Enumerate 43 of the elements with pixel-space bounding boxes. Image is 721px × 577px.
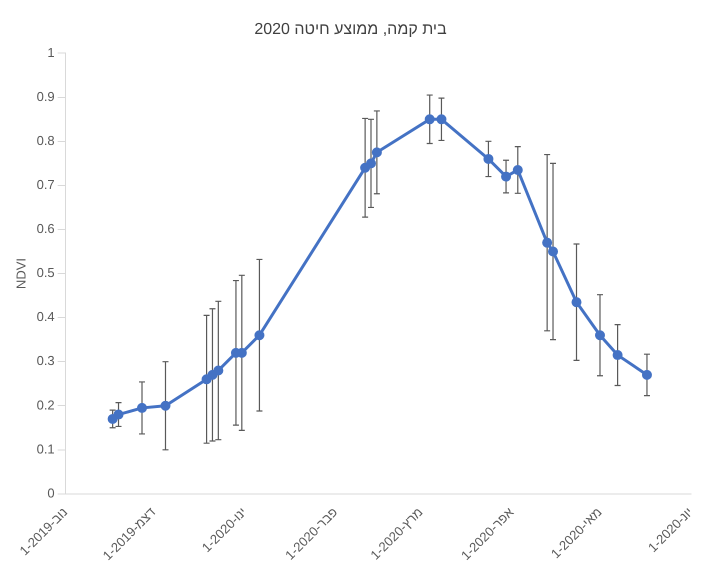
y-tick-label: 0.9 xyxy=(36,88,55,104)
y-tick-label: 0.6 xyxy=(36,221,55,236)
y-tick-label: 0 xyxy=(47,485,55,500)
point xyxy=(114,410,124,420)
point xyxy=(254,330,264,340)
y-axis-title: NDVI xyxy=(13,258,28,290)
point xyxy=(501,172,512,182)
y-tick-label: 1 xyxy=(47,44,55,60)
point xyxy=(612,350,623,360)
y-tick-label: 0.5 xyxy=(36,265,55,280)
point xyxy=(213,365,224,376)
chart-title: בית קמה, ממוצע חיטה 2020 xyxy=(254,21,448,38)
y-tick-label: 0.2 xyxy=(36,397,55,412)
point xyxy=(642,370,652,380)
point xyxy=(424,114,435,124)
y-tick-label: 0.4 xyxy=(36,309,55,324)
point xyxy=(372,147,382,158)
point xyxy=(360,162,370,173)
point xyxy=(160,400,170,411)
point xyxy=(366,158,376,168)
point xyxy=(512,164,523,175)
point xyxy=(548,246,558,256)
x-tick-label: 1-נוב-2019 xyxy=(16,504,70,558)
point xyxy=(542,238,552,248)
point xyxy=(483,154,494,164)
point xyxy=(137,402,148,413)
point xyxy=(202,374,212,384)
y-tick-label: 0.1 xyxy=(36,441,55,456)
x-tick-label: 1-פבר-2020 xyxy=(282,504,340,563)
y-tick-label: 0.7 xyxy=(36,176,55,192)
x-tick-label: 1-דצמ-2019 xyxy=(100,504,158,564)
point xyxy=(572,297,582,308)
x-tick-label: 1-יונ-2020 xyxy=(644,504,696,556)
x-tick-label: 1-מאי-2020 xyxy=(548,504,605,562)
point xyxy=(436,114,446,124)
y-tick-label: 0.3 xyxy=(36,353,55,368)
y-tick-label: 0.8 xyxy=(36,132,55,148)
x-tick-label: 1-אפר-2020 xyxy=(458,504,517,564)
point xyxy=(207,370,218,380)
x-tick-label: 1-מרץ-2020 xyxy=(367,504,426,563)
x-tick-label: 1-ינו-2020 xyxy=(198,504,250,556)
point xyxy=(594,330,605,340)
point xyxy=(108,414,118,424)
